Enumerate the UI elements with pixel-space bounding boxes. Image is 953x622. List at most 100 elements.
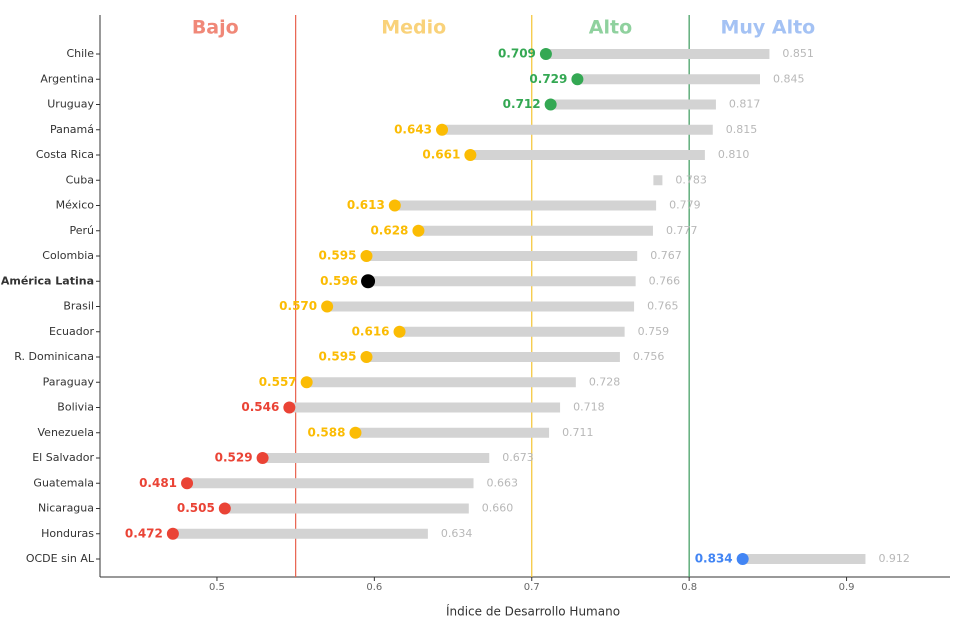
band-label: Medio xyxy=(381,17,446,39)
category-label: Venezuela xyxy=(38,426,95,439)
adjusted-dot xyxy=(361,274,376,289)
adjusted-dot xyxy=(166,527,179,540)
gap-bar xyxy=(470,150,705,160)
gap-bar xyxy=(187,478,474,489)
x-axis-label: Índice de Desarrollo Humano xyxy=(446,604,620,619)
hdi-label: 0.766 xyxy=(649,274,681,287)
hdi-label: 0.673 xyxy=(502,451,534,464)
adjusted-label: 0.529 xyxy=(215,451,253,465)
hdi-label: 0.845 xyxy=(773,72,805,85)
hdi-label: 0.718 xyxy=(573,401,605,414)
category-label: Panamá xyxy=(50,123,94,136)
adjusted-dot xyxy=(544,98,557,111)
gap-bar xyxy=(394,200,657,211)
gap-bar xyxy=(368,276,636,287)
adjusted-dot xyxy=(539,48,552,60)
category-label: R. Dominicana xyxy=(14,350,94,363)
adjusted-dot xyxy=(736,553,749,565)
adjusted-label: 0.661 xyxy=(422,148,460,162)
category-label: Argentina xyxy=(40,72,94,85)
adjusted-label: 0.570 xyxy=(279,299,317,313)
adjusted-dot xyxy=(393,325,406,338)
category-label: Guatemala xyxy=(33,476,94,489)
adjusted-dot xyxy=(388,199,401,212)
category-label: Ecuador xyxy=(49,325,94,338)
gap-bar xyxy=(306,377,576,388)
adjusted-label: 0.595 xyxy=(319,350,357,364)
category-label: México xyxy=(56,199,95,212)
gap-bar xyxy=(442,124,713,135)
gap-bar xyxy=(742,554,866,564)
adjusted-label: 0.712 xyxy=(503,97,541,111)
hdi-label: 0.660 xyxy=(482,502,513,515)
adjusted-label: 0.834 xyxy=(695,552,733,566)
adjusted-label: 0.546 xyxy=(241,400,279,414)
adjusted-label: 0.505 xyxy=(177,501,215,515)
adjusted-dot xyxy=(571,73,584,86)
adjusted-label: 0.628 xyxy=(370,223,408,237)
band-label: Muy Alto xyxy=(720,17,815,39)
x-tick-label: 0.6 xyxy=(366,582,382,593)
adjusted-dot xyxy=(360,250,373,262)
adjusted-dot xyxy=(300,376,313,389)
category-label: Costa Rica xyxy=(36,148,94,161)
gap-bar xyxy=(577,74,760,85)
hdi-label: 0.711 xyxy=(562,426,594,439)
adjusted-label: 0.729 xyxy=(529,72,567,86)
hdi-label: 0.765 xyxy=(647,300,679,313)
adjusted-dot xyxy=(256,452,269,464)
gap-bar xyxy=(224,503,469,514)
gap-bar xyxy=(355,427,550,438)
adjusted-dot xyxy=(412,224,425,237)
hdi-label: 0.817 xyxy=(729,98,761,111)
gap-bar xyxy=(289,402,561,413)
category-label: Cuba xyxy=(66,173,94,186)
hdi-label: 0.728 xyxy=(589,375,621,388)
category-label: OCDE sin AL xyxy=(26,552,95,565)
adjusted-label: 0.481 xyxy=(139,476,177,490)
category-label: Honduras xyxy=(41,527,94,540)
adjusted-dot xyxy=(436,123,449,136)
x-tick-label: 0.5 xyxy=(209,582,225,593)
category-label: El Salvador xyxy=(32,451,94,464)
adjusted-dot xyxy=(321,300,334,313)
hdi-label: 0.912 xyxy=(878,552,910,565)
gap-bar xyxy=(327,301,635,312)
band-label: Bajo xyxy=(192,17,239,39)
hdi-label: 0.759 xyxy=(638,325,670,338)
category-label: Uruguay xyxy=(47,98,94,111)
band-label: Alto xyxy=(589,17,632,39)
hdi-label: 0.756 xyxy=(633,350,665,363)
gap-bar xyxy=(418,225,653,236)
adjusted-label: 0.588 xyxy=(307,425,345,439)
hdi-label: 0.779 xyxy=(669,199,701,212)
adjusted-dot xyxy=(349,426,362,439)
adjusted-dot xyxy=(464,149,477,161)
hdi-label: 0.634 xyxy=(441,527,473,540)
gap-bar xyxy=(262,453,490,463)
adjusted-label: 0.472 xyxy=(125,526,163,540)
adjusted-dot xyxy=(218,502,231,515)
adjusted-dot xyxy=(181,477,194,490)
adjusted-label: 0.643 xyxy=(394,122,432,136)
hdi-label: 0.851 xyxy=(782,47,814,60)
hdi-marker xyxy=(653,175,663,186)
adjusted-label: 0.613 xyxy=(347,198,385,212)
adjusted-label: 0.557 xyxy=(259,375,297,389)
gap-bar xyxy=(366,251,638,261)
category-label: Chile xyxy=(66,47,94,60)
category-label: América Latina xyxy=(1,274,94,287)
x-tick-label: 0.7 xyxy=(524,582,540,593)
category-label: Bolivia xyxy=(57,401,94,414)
gap-bar xyxy=(366,352,620,362)
category-label: Colombia xyxy=(42,249,94,262)
category-label: Brasil xyxy=(63,300,94,313)
hdi-label: 0.767 xyxy=(650,249,682,262)
adjusted-dot xyxy=(283,401,296,414)
category-label: Paraguay xyxy=(43,375,95,388)
hdi-label: 0.777 xyxy=(666,224,698,237)
gap-bar xyxy=(550,99,716,110)
gap-bar xyxy=(399,326,625,337)
hdi-label: 0.783 xyxy=(675,173,707,186)
